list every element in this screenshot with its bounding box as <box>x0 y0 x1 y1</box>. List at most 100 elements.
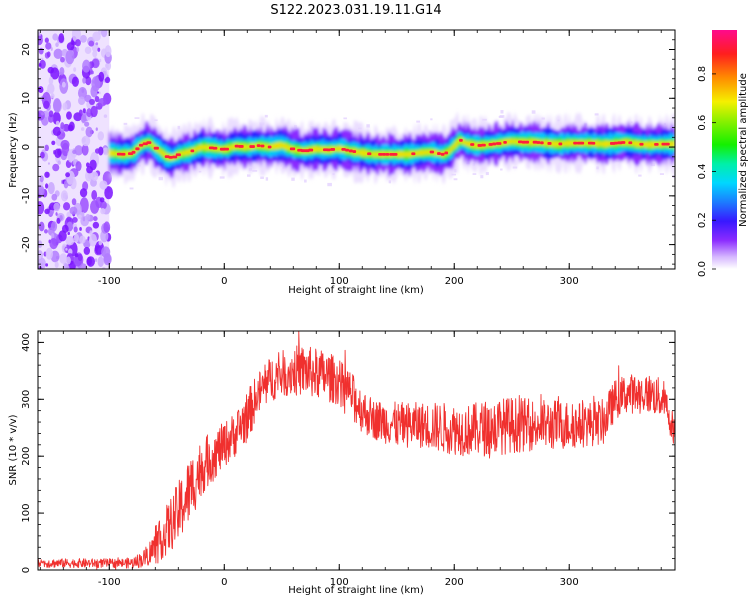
noise-speckle <box>50 93 55 99</box>
ridge-peak <box>120 152 126 156</box>
figure-title: S122.2023.031.19.11.G14 <box>270 3 441 18</box>
ridge-peak <box>267 145 272 149</box>
snr-panel: -100 0 100 200 300 0 100 200 300 400 Height of s… <box>8 330 676 596</box>
spectrogram-halo-dot <box>134 117 140 119</box>
noise-speckle <box>101 30 108 38</box>
snr-series-line <box>38 331 675 570</box>
noise-speckle <box>60 56 65 63</box>
noise-speckle <box>82 77 87 84</box>
ridge-peak <box>481 143 486 147</box>
noise-speckle <box>90 105 98 118</box>
spectrogram-halo-dot <box>594 113 599 116</box>
noise-speckle <box>38 201 45 215</box>
noise-speckle <box>47 66 54 74</box>
ridge-peak <box>385 152 390 156</box>
colorbar-gradient <box>712 30 737 269</box>
noise-speckle <box>92 216 98 222</box>
ridge-peak <box>492 142 497 146</box>
ridge-peak <box>444 151 449 155</box>
noise-speckle <box>74 253 79 258</box>
noise-speckle <box>49 238 58 250</box>
ridge-peak <box>378 152 383 156</box>
spectrogram-x-tick-label: 200 <box>445 276 464 287</box>
noise-speckle <box>81 144 89 156</box>
spectrogram-halo-dot <box>500 168 503 171</box>
noise-speckle <box>47 162 50 165</box>
spectrogram-halo-dot <box>472 173 477 175</box>
noise-speckle <box>52 163 60 172</box>
noise-speckle <box>79 34 87 43</box>
spectrogram-halo-dot <box>129 187 134 190</box>
ridge-peak <box>639 142 644 146</box>
noise-speckle <box>61 81 66 88</box>
noise-speckle <box>106 187 111 193</box>
ridge-peak <box>234 144 239 148</box>
noise-speckle <box>78 263 88 269</box>
spectrogram-halo-dot <box>500 110 504 114</box>
colorbar-tick-label: 0.2 <box>697 212 708 228</box>
noise-speckle <box>62 102 68 111</box>
colorbar-ticks: 0.0 0.2 0.4 0.6 0.8 <box>697 66 716 277</box>
ridge-peak <box>308 148 314 152</box>
ridge-peak <box>341 147 346 151</box>
noise-speckle <box>91 190 98 201</box>
noise-speckle <box>65 49 75 65</box>
noise-speckle <box>79 227 82 231</box>
noise-speckle <box>52 126 62 136</box>
colorbar-tick-label: 0.4 <box>697 163 708 179</box>
spectrogram-y-ticks: 20 10 0 -10 -20 <box>21 29 675 265</box>
noise-speckle <box>59 253 68 264</box>
noise-speckle <box>38 62 42 67</box>
snr-series <box>38 331 675 570</box>
noise-speckle <box>54 261 59 268</box>
noise-speckle <box>86 256 95 267</box>
spectrogram-halo-dot <box>252 169 258 172</box>
spectrogram-halo-dot <box>158 176 164 181</box>
noise-speckle <box>55 42 59 48</box>
noise-speckle <box>69 206 78 215</box>
ridge-peak <box>521 140 527 144</box>
ridge-peak <box>326 148 331 152</box>
noise-speckle <box>50 47 53 51</box>
ridge-peak <box>573 141 578 145</box>
noise-speckle <box>38 35 43 46</box>
spectrogram-y-tick-label: -10 <box>21 188 32 204</box>
ridge-peak <box>175 153 181 157</box>
spectrogram-x-tick-label: 100 <box>330 276 349 287</box>
ridge-peak <box>348 149 353 153</box>
noise-speckle <box>38 86 44 94</box>
noise-speckle <box>82 108 86 114</box>
noise-speckle <box>94 148 101 154</box>
noise-speckle <box>60 122 65 130</box>
noise-speckle <box>90 200 100 214</box>
ridge-peak <box>212 146 218 150</box>
noise-speckle <box>92 221 100 229</box>
noise-speckle <box>100 207 106 215</box>
spectrogram-halo-dot <box>451 173 457 176</box>
noise-speckle <box>97 47 101 52</box>
noise-speckle <box>45 247 53 260</box>
noise-speckle <box>105 63 109 69</box>
noise-speckle <box>55 120 60 126</box>
ridge-peak <box>495 142 502 145</box>
ridge-peak <box>352 150 357 153</box>
spectrogram-y-tick-label: 20 <box>21 43 32 56</box>
ridge-peak <box>168 156 173 159</box>
spectrogram-x-ticks: -100 0 100 200 300 <box>39 30 662 287</box>
noise-speckle <box>78 109 83 117</box>
spectrogram-y-tick-label: 10 <box>21 92 32 105</box>
spectrogram-frame <box>37 29 676 270</box>
noise-speckle <box>104 186 113 200</box>
noise-speckle <box>103 253 111 264</box>
ridge-peak <box>330 148 336 151</box>
ridge-peak <box>661 142 667 146</box>
spectrogram-x-tick-label: -100 <box>98 276 121 287</box>
ridge-peak <box>628 141 633 145</box>
snr-y-tick-label: 300 <box>21 390 32 409</box>
spectrogram-x-tick-label: 300 <box>560 276 579 287</box>
snr-x-tick-label: 200 <box>445 577 464 588</box>
noise-speckle <box>79 235 86 244</box>
snr-y-axis-label: SNR (10 * v/v) <box>8 414 19 485</box>
noise-speckle <box>88 233 98 247</box>
spectrogram-halo-dot <box>659 173 664 175</box>
